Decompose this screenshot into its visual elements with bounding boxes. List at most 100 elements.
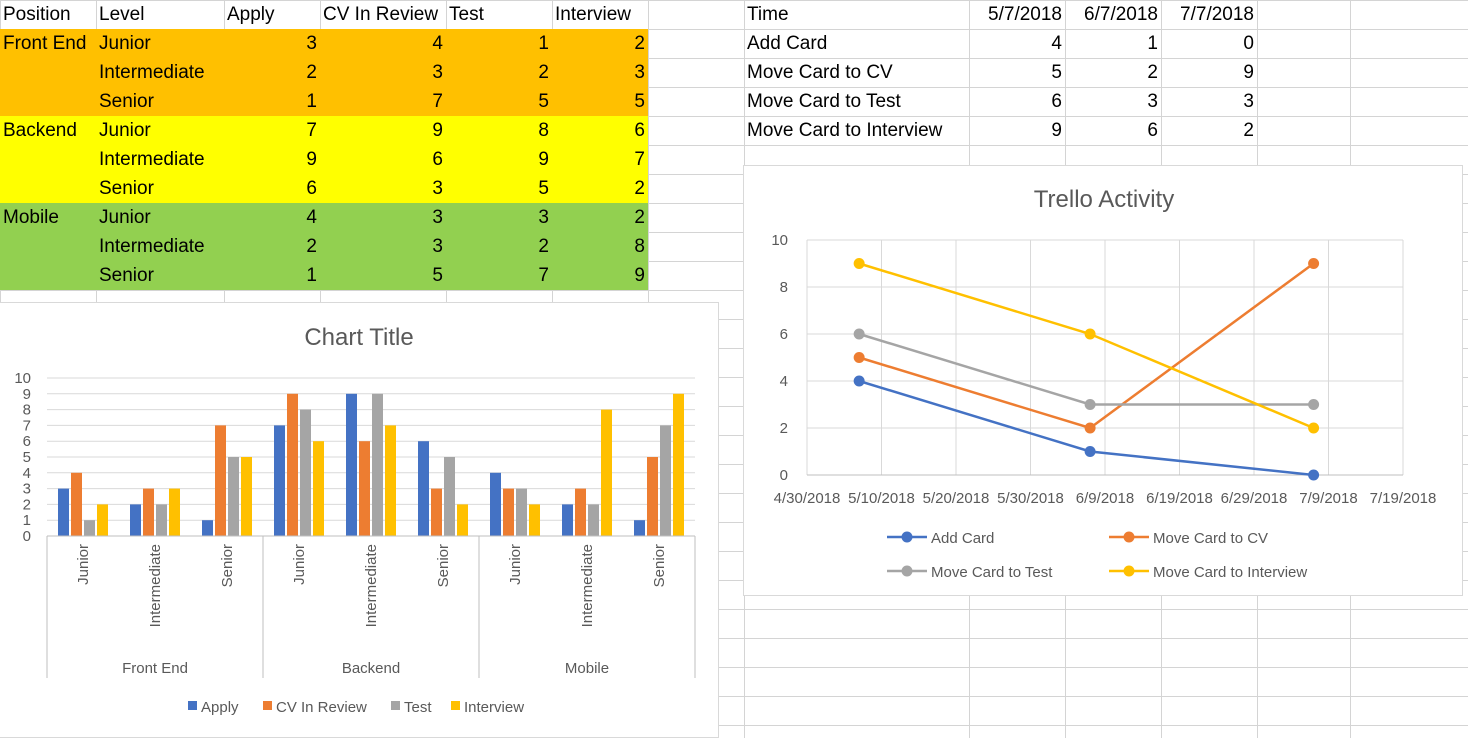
table-cell[interactable]: 7 bbox=[634, 149, 645, 170]
table-cell[interactable]: Senior bbox=[99, 91, 154, 112]
data-point[interactable] bbox=[1084, 399, 1096, 410]
table-cell[interactable]: Backend bbox=[3, 120, 77, 141]
table-cell[interactable]: 4 bbox=[1051, 33, 1062, 54]
header-cell[interactable]: Position bbox=[3, 4, 71, 25]
table-cell[interactable]: Intermediate bbox=[99, 236, 205, 257]
table-cell[interactable]: Senior bbox=[99, 178, 154, 199]
bar[interactable] bbox=[372, 393, 383, 536]
table-cell[interactable]: Add Card bbox=[747, 33, 828, 54]
header-cell[interactable]: 5/7/2018 bbox=[988, 4, 1062, 25]
bar[interactable] bbox=[647, 457, 658, 536]
data-point[interactable] bbox=[853, 328, 865, 340]
bar[interactable] bbox=[97, 504, 108, 536]
table-cell[interactable] bbox=[0, 145, 96, 174]
series-line[interactable] bbox=[858, 332, 1314, 406]
data-point[interactable] bbox=[853, 258, 865, 269]
bar-legend[interactable]: Apply CV In Review Test Interview bbox=[188, 699, 524, 716]
table-cell[interactable] bbox=[0, 261, 96, 290]
table-cell[interactable]: Junior bbox=[99, 120, 151, 141]
table-cell[interactable]: 5 bbox=[538, 178, 549, 199]
table-cell[interactable]: Move Card to CV bbox=[747, 62, 893, 83]
table-cell[interactable]: 3 bbox=[432, 236, 443, 257]
table-cell[interactable]: 9 bbox=[1051, 120, 1062, 141]
table-cell[interactable]: 0 bbox=[1243, 33, 1254, 54]
table-cell[interactable]: 9 bbox=[306, 149, 317, 170]
table-cell[interactable]: 8 bbox=[634, 236, 645, 257]
header-cell[interactable]: 6/7/2018 bbox=[1084, 4, 1158, 25]
table-cell[interactable]: 2 bbox=[634, 178, 645, 199]
table-cell[interactable]: 9 bbox=[634, 265, 645, 286]
table-cell[interactable]: 2 bbox=[538, 62, 549, 83]
header-cell[interactable]: Test bbox=[449, 4, 484, 25]
data-point[interactable] bbox=[1308, 422, 1320, 434]
table-cell[interactable]: 6 bbox=[432, 149, 443, 170]
bar[interactable] bbox=[660, 425, 671, 536]
table-cell[interactable]: 8 bbox=[538, 120, 549, 141]
table-cell[interactable]: 4 bbox=[306, 207, 317, 228]
data-point[interactable] bbox=[1084, 446, 1096, 457]
header-cell[interactable]: Interview bbox=[555, 4, 632, 25]
bar[interactable] bbox=[503, 488, 514, 536]
table-cell[interactable] bbox=[0, 232, 96, 261]
line-chart-area[interactable]: Trello Activity 0 2 4 6 8 10 4/30/2018 5/10/2018… bbox=[743, 165, 1463, 596]
header-cell[interactable]: CV In Review bbox=[323, 4, 439, 25]
table-cell[interactable]: 1 bbox=[538, 33, 549, 54]
table-cell[interactable]: 2 bbox=[306, 236, 317, 257]
bar[interactable] bbox=[575, 488, 586, 536]
bar[interactable] bbox=[313, 441, 324, 536]
table-cell[interactable]: 6 bbox=[306, 178, 317, 199]
header-cell[interactable]: Apply bbox=[227, 4, 275, 25]
bar[interactable] bbox=[143, 488, 154, 536]
bar[interactable] bbox=[274, 425, 285, 536]
table-cell[interactable]: 7 bbox=[432, 91, 443, 112]
bar[interactable] bbox=[130, 504, 141, 536]
bar[interactable] bbox=[215, 425, 226, 536]
table-cell[interactable]: 2 bbox=[1243, 120, 1254, 141]
table-cell[interactable]: 2 bbox=[634, 33, 645, 54]
table-cell[interactable]: Junior bbox=[99, 207, 151, 228]
table-cell[interactable] bbox=[0, 87, 96, 116]
table-cell[interactable]: 3 bbox=[432, 178, 443, 199]
table-cell[interactable]: 5 bbox=[538, 91, 549, 112]
bar[interactable] bbox=[673, 393, 684, 536]
data-point[interactable] bbox=[853, 375, 865, 387]
table-cell[interactable]: 6 bbox=[634, 120, 645, 141]
header-cell[interactable]: Time bbox=[747, 4, 789, 25]
table-cell[interactable]: 7 bbox=[538, 265, 549, 286]
bar[interactable] bbox=[418, 441, 429, 536]
bar[interactable] bbox=[529, 504, 540, 536]
header-cell[interactable]: Level bbox=[99, 4, 145, 25]
bar[interactable] bbox=[457, 504, 468, 536]
table-cell[interactable]: 9 bbox=[432, 120, 443, 141]
bar[interactable] bbox=[58, 488, 69, 536]
bar[interactable] bbox=[385, 425, 396, 536]
bar[interactable] bbox=[202, 520, 213, 536]
table-cell[interactable]: 5 bbox=[1051, 62, 1062, 83]
bar[interactable] bbox=[601, 409, 612, 536]
table-cell[interactable]: 2 bbox=[1147, 62, 1158, 83]
table-cell[interactable]: 2 bbox=[306, 62, 317, 83]
bar[interactable] bbox=[287, 393, 298, 536]
table-cell[interactable]: Mobile bbox=[3, 207, 59, 228]
bar[interactable] bbox=[346, 393, 357, 536]
data-point[interactable] bbox=[1308, 258, 1320, 269]
table-cell[interactable]: 5 bbox=[432, 265, 443, 286]
bar[interactable] bbox=[634, 520, 645, 536]
data-point[interactable] bbox=[1308, 399, 1320, 410]
table-cell[interactable]: Intermediate bbox=[99, 62, 205, 83]
header-cell[interactable]: 7/7/2018 bbox=[1180, 4, 1254, 25]
table-cell[interactable]: Intermediate bbox=[99, 149, 205, 170]
table-cell[interactable] bbox=[0, 174, 96, 203]
table-cell[interactable]: 9 bbox=[1243, 62, 1254, 83]
table-cell[interactable]: 1 bbox=[1147, 33, 1158, 54]
table-cell[interactable]: Move Card to Test bbox=[747, 91, 901, 112]
bar-chart-area[interactable]: Chart Title 0 1 2 3 4 5 6 7 8 9 10 Junior Intermediat… bbox=[0, 302, 719, 738]
bar[interactable] bbox=[444, 457, 455, 536]
bar[interactable] bbox=[588, 504, 599, 536]
table-cell[interactable]: 1 bbox=[306, 91, 317, 112]
table-cell[interactable]: 3 bbox=[538, 207, 549, 228]
data-point[interactable] bbox=[1084, 328, 1096, 340]
data-point[interactable] bbox=[853, 352, 865, 363]
table-cell[interactable]: 3 bbox=[634, 62, 645, 83]
data-point[interactable] bbox=[1308, 469, 1320, 481]
